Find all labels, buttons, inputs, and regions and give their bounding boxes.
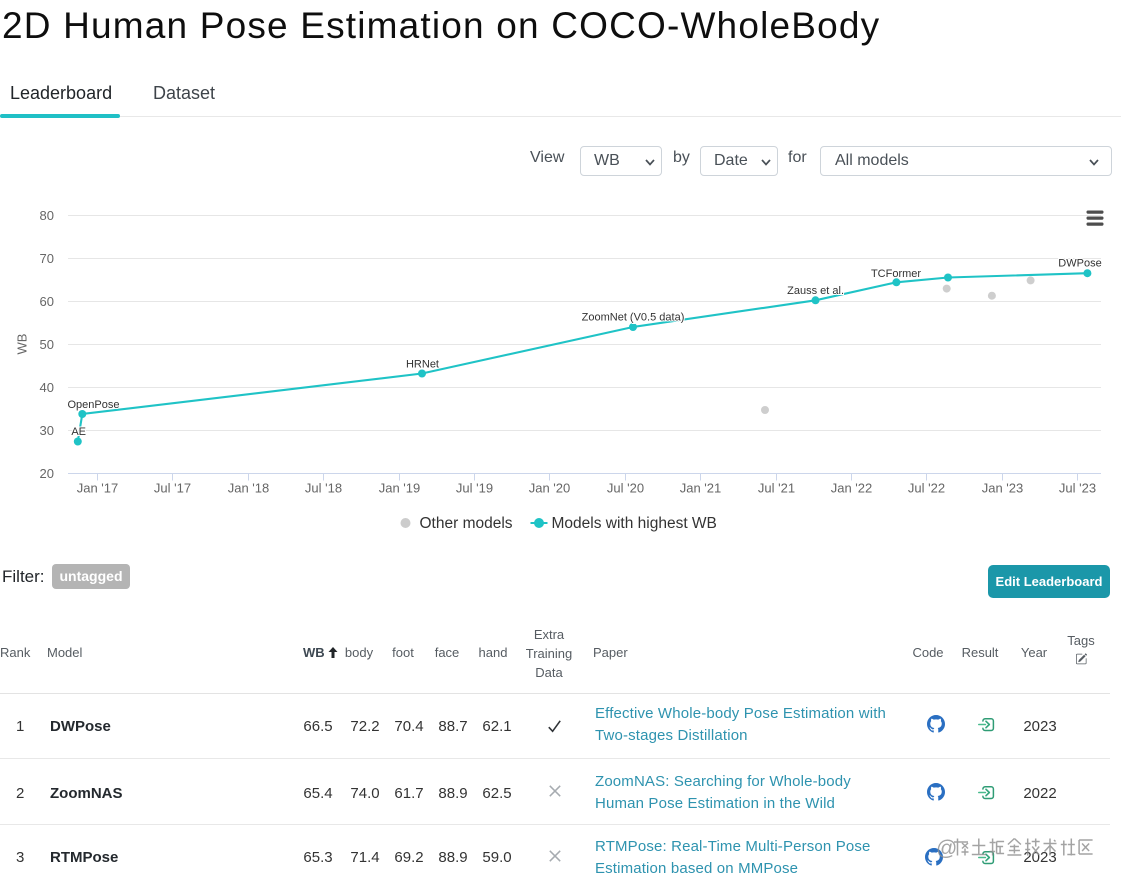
svg-text:Jan '17: Jan '17: [77, 481, 119, 496]
svg-text:OpenPose: OpenPose: [68, 399, 120, 411]
svg-text:40: 40: [40, 380, 54, 395]
svg-text:70: 70: [40, 251, 54, 266]
svg-text:50: 50: [40, 337, 54, 352]
svg-text:Jul '21: Jul '21: [758, 481, 795, 496]
svg-text:WB: WB: [15, 334, 30, 355]
svg-text:TCFormer: TCFormer: [871, 268, 921, 280]
svg-text:60: 60: [40, 294, 54, 309]
svg-text:Jan '23: Jan '23: [982, 481, 1024, 496]
svg-text:Jul '17: Jul '17: [154, 481, 191, 496]
svg-text:Jan '22: Jan '22: [831, 481, 873, 496]
svg-text:Jul '20: Jul '20: [607, 481, 644, 496]
svg-text:Jan '21: Jan '21: [680, 481, 722, 496]
svg-text:Jul '19: Jul '19: [456, 481, 493, 496]
svg-text:30: 30: [40, 423, 54, 438]
svg-text:DWPose: DWPose: [1058, 258, 1101, 270]
svg-text:Other models: Other models: [420, 515, 513, 532]
svg-text:Jul '22: Jul '22: [908, 481, 945, 496]
svg-text:ZoomNet (V0.5 data): ZoomNet (V0.5 data): [582, 312, 685, 324]
svg-text:Jan '19: Jan '19: [379, 481, 421, 496]
svg-text:Zauss et al.: Zauss et al.: [787, 285, 844, 297]
svg-text:20: 20: [40, 466, 54, 481]
svg-text:Models with highest WB: Models with highest WB: [552, 515, 717, 532]
svg-text:HRNet: HRNet: [406, 359, 439, 371]
svg-text:Jan '18: Jan '18: [228, 481, 270, 496]
svg-text:@: @: [936, 837, 957, 858]
svg-text:Jul '18: Jul '18: [305, 481, 342, 496]
svg-text:Jan '20: Jan '20: [529, 481, 571, 496]
svg-text:AE: AE: [71, 426, 86, 438]
svg-text:Jul '23: Jul '23: [1059, 481, 1096, 496]
svg-text:80: 80: [40, 208, 54, 223]
